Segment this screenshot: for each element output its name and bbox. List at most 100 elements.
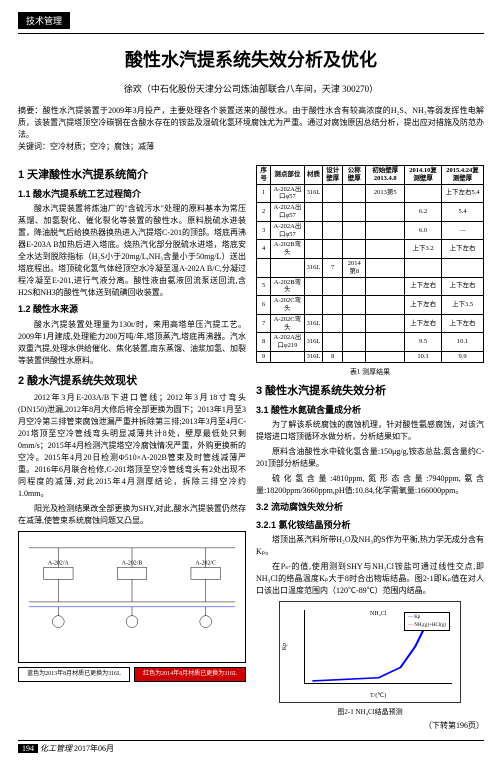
table-cell <box>343 296 366 315</box>
table-cell: 上下左右 <box>405 314 442 333</box>
table-cell <box>366 221 405 240</box>
table-header: 设计壁厚 <box>323 166 343 185</box>
diagram-label-c: A-202/C <box>195 561 216 567</box>
table-cell <box>304 240 323 259</box>
table-row: 3A-202A出口φ576.0— <box>257 221 484 240</box>
heading-3-1: 3.1 酸性水氮硫含量成分析 <box>256 404 484 418</box>
table-cell <box>323 184 343 203</box>
process-diagram: A-202/A A-202/B A-202/C <box>18 531 246 663</box>
table-cell <box>343 277 366 296</box>
page-footer: 194 化工管理 2017年06月 <box>18 740 484 754</box>
table-cell <box>366 277 405 296</box>
table-header: 公称壁厚 <box>343 166 366 185</box>
table-cell: A-202B弯头 <box>271 240 304 259</box>
table-cell <box>366 258 405 277</box>
table-cell: 8 <box>257 333 271 352</box>
table-header: 2014.10复测壁厚 <box>405 166 442 185</box>
table-cell: 6.2 <box>405 203 442 222</box>
article-title: 酸性水汽提系统失效分析及优化 <box>18 46 484 72</box>
table-cell: — <box>442 221 484 240</box>
table-cell: 5.4 <box>442 203 484 222</box>
chart-ylabel: Kp <box>281 643 290 650</box>
table-header: 序号 <box>257 166 271 185</box>
table-cell: 1 <box>257 184 271 203</box>
table-cell: 316L <box>304 258 323 277</box>
table-header: 初始壁厚2013.4.8 <box>366 166 405 185</box>
para: 原料含油酸性水中硫化氢含量:150μg/g,铵态总盐,氮含量约C-201顶部分析… <box>256 446 484 470</box>
chart-xlabel: T/(℃) <box>370 692 386 701</box>
para: 阳光及检测结果改全部更换为SHY,对此,酸水汽提装置仍然存在减薄,使管束系统腐蚀… <box>18 503 246 527</box>
table-caption: 表1 测厚结果 <box>256 367 484 378</box>
table-cell: 10.1 <box>442 333 484 352</box>
table-cell <box>304 203 323 222</box>
table-cell: 9.9 <box>442 351 484 362</box>
table-cell <box>323 296 343 315</box>
table-cell: 7 <box>323 258 343 277</box>
article-author: 徐欢（中石化股份天津分公司炼油部联合八车间，天津 300270） <box>18 82 484 95</box>
table-cell <box>343 221 366 240</box>
table-cell: A-202C弯头 <box>271 296 304 315</box>
header-rule <box>18 33 484 34</box>
table-cell <box>366 296 405 315</box>
table-cell: 上下左右5.4 <box>442 184 484 203</box>
figure-caption: 图2-1 NH₄Cl结晶预测 <box>256 707 484 718</box>
diagram-label-a: A-202/A <box>48 561 70 567</box>
table-cell: A-202B弯头 <box>271 277 304 296</box>
table-cell <box>323 221 343 240</box>
table-cell: 8 <box>323 351 343 362</box>
table-cell: A-202A出口φ219 <box>271 333 304 352</box>
issue-date: 2017年06月 <box>74 744 114 753</box>
table-row: 8A-202A出口φ219316L 9.510.1 <box>257 333 484 352</box>
table-row: 2A-202A出口φ57 6.25.4 <box>257 203 484 222</box>
para: 酸水汽提装置将炼油厂的"含硫污水"处理的原料基本为常压蒸馏、加氢裂化、催化裂化等… <box>18 203 246 299</box>
table-cell: 上下左右 <box>442 314 484 333</box>
table-cell <box>304 221 323 240</box>
table-cell <box>343 203 366 222</box>
left-column: 1 天津酸性水汽提系统简介 1.1 酸水汽提系统工艺过程简介 酸水汽提装置将炼油… <box>18 161 246 732</box>
table-cell <box>405 184 442 203</box>
table-cell <box>366 240 405 259</box>
table-row: 4A-202B弯头上下3.2上下左右 <box>257 240 484 259</box>
table-cell: 4 <box>257 240 271 259</box>
table-cell <box>343 333 366 352</box>
chart-legend: — Kp — NH₃(g)+HCl(g) <box>404 612 450 631</box>
keywords-label: 关键词： <box>18 142 50 151</box>
table-cell: 7 <box>257 314 271 333</box>
diagram-note-red: 红色为2014年8月材质已更换为316L <box>134 667 246 682</box>
table-cell <box>304 296 323 315</box>
table-cell <box>257 258 271 277</box>
table-cell <box>343 240 366 259</box>
table-header: 2015.4.24复测壁厚 <box>442 166 484 185</box>
table-cell: A-202A出口φ57 <box>271 221 304 240</box>
table-cell <box>366 203 405 222</box>
table-cell: 9 <box>257 351 271 362</box>
table-row: 316L72014第8 <box>257 258 484 277</box>
table-cell: 5 <box>257 277 271 296</box>
chart-title: NH₄Cl <box>370 610 386 619</box>
table-cell: 316L <box>304 333 323 352</box>
table-cell: 上下3.5 <box>442 296 484 315</box>
table-row: 9316L810.19.9 <box>257 351 484 362</box>
heading-3: 3 酸性水汽提系统失效分析 <box>256 383 484 400</box>
table-cell: 9.5 <box>405 333 442 352</box>
table-cell: 2014第8 <box>343 258 366 277</box>
table-cell <box>271 258 304 277</box>
table-cell: 2013第5 <box>366 184 405 203</box>
heading-1: 1 天津酸性水汽提系统简介 <box>18 167 246 184</box>
heading-1-2: 1.2 酸性水来源 <box>18 303 246 317</box>
table-cell: 10.1 <box>405 351 442 362</box>
table-row: 5A-202B弯头上下左右上下左右 <box>257 277 484 296</box>
table-cell: 2 <box>257 203 271 222</box>
continued-note: （下转第196页） <box>256 720 484 732</box>
table-cell <box>442 258 484 277</box>
right-column: 序号测点部位材质设计壁厚公称壁厚初始壁厚2013.4.82014.10复测壁厚2… <box>256 161 484 732</box>
table-cell <box>343 184 366 203</box>
table-cell: 6.0 <box>405 221 442 240</box>
table-header: 测点部位 <box>271 166 304 185</box>
table-cell <box>366 333 405 352</box>
heading-3-2-1: 3.2.1 氯化铵结晶预分析 <box>256 519 484 533</box>
para: 2012年3月E-203A/B下进口管线；2012年3月18寸弯头(DN150)… <box>18 392 246 500</box>
table-cell: A-202A出口φ57 <box>271 203 304 222</box>
table-cell: 上下左右 <box>442 240 484 259</box>
heading-2: 2 酸水汽提系统失效现状 <box>18 373 246 390</box>
